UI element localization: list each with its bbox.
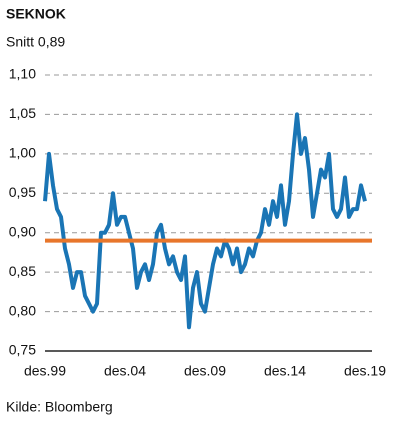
y-tick-label: 0,75 bbox=[9, 342, 36, 358]
y-tick-label: 0,80 bbox=[9, 302, 36, 318]
source: Kilde: Bloomberg bbox=[6, 399, 113, 415]
x-tick-label: des.19 bbox=[344, 363, 386, 379]
y-tick-label: 1,10 bbox=[9, 66, 36, 82]
chart-title: SEKNOK bbox=[6, 6, 66, 22]
series-line bbox=[43, 112, 367, 330]
x-tick-label: des.09 bbox=[184, 363, 226, 379]
y-tick-label: 0,95 bbox=[9, 184, 36, 200]
y-tick-label: 0,90 bbox=[9, 223, 36, 239]
y-tick-label: 1,00 bbox=[9, 145, 36, 161]
x-tick-label: des.99 bbox=[24, 363, 66, 379]
x-tick-label: des.14 bbox=[264, 363, 306, 379]
average-label: Snitt 0,89 bbox=[6, 34, 65, 50]
y-tick-label: 1,05 bbox=[9, 105, 36, 121]
x-tick-label: des.04 bbox=[104, 363, 146, 379]
y-tick-label: 0,85 bbox=[9, 263, 36, 279]
